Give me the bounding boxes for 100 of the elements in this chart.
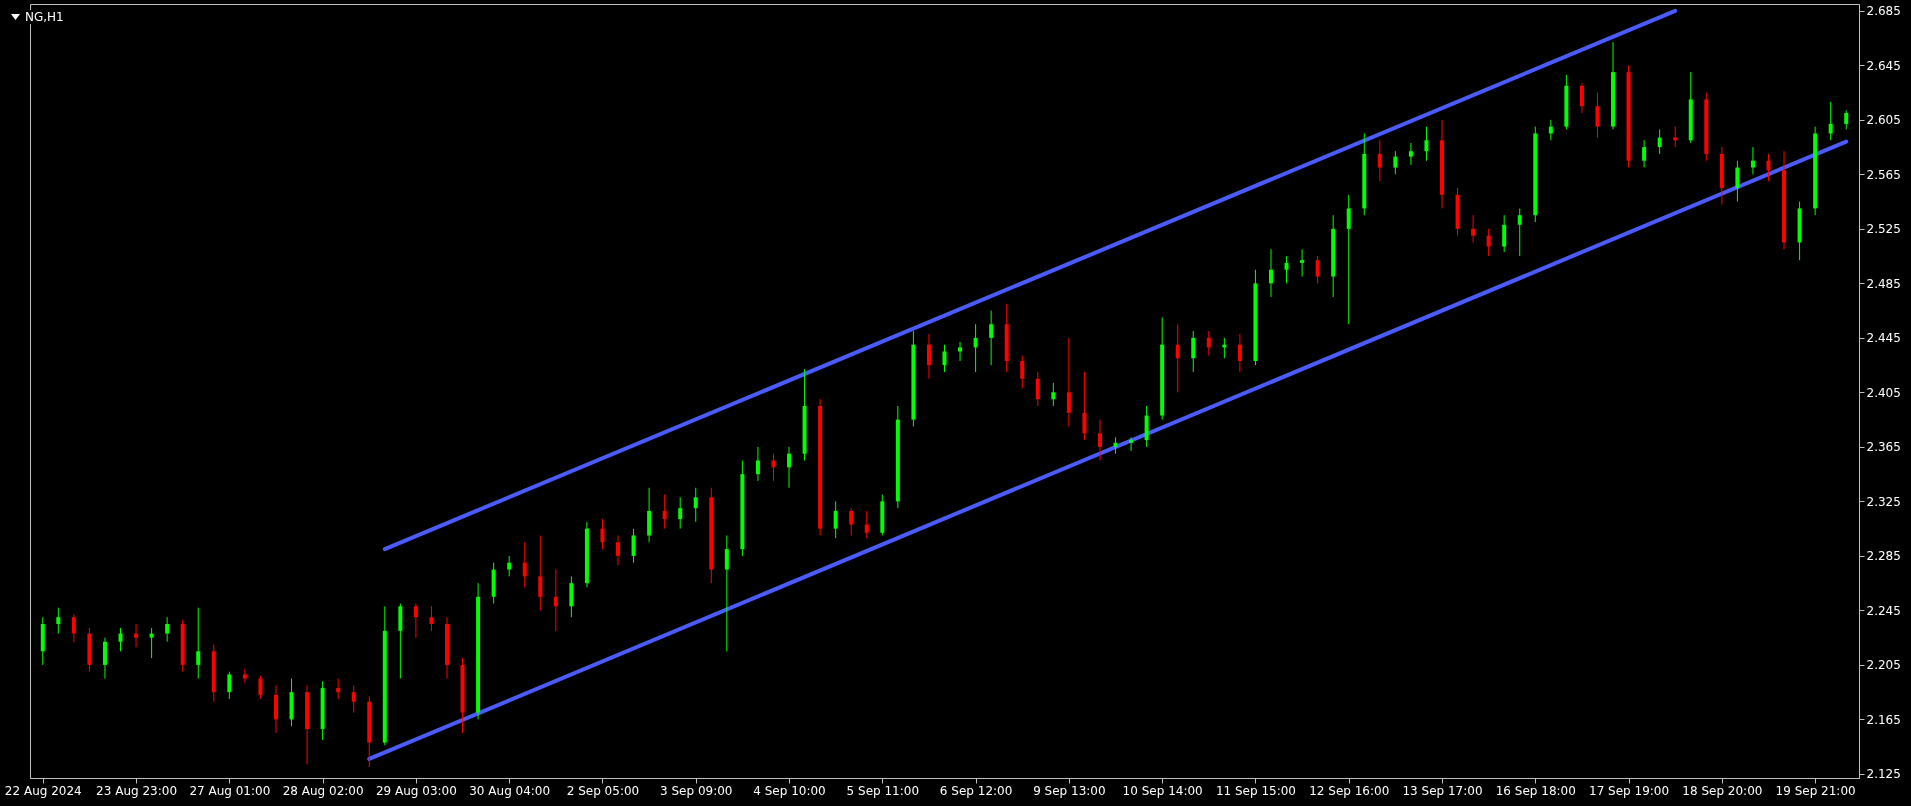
x-tick-label: 29 Aug 03:00 (375, 783, 457, 798)
candlestick (413, 603, 418, 639)
x-tick-label: 2 Sep 05:00 (566, 783, 640, 798)
candlestick (1191, 330, 1196, 373)
y-tick-label: 2.645 (1866, 58, 1901, 73)
candlestick (102, 637, 107, 680)
candlestick (1424, 126, 1429, 162)
candlestick (1129, 436, 1134, 452)
candlestick (538, 534, 543, 611)
candlestick (258, 675, 263, 700)
candlestick (227, 671, 232, 700)
candlestick (351, 684, 356, 714)
x-tick-label: 11 Sep 15:00 (1215, 783, 1296, 798)
candlestick (1315, 255, 1320, 284)
candlestick (149, 627, 154, 659)
y-tick-label: 2.325 (1866, 494, 1901, 509)
candlestick (1595, 92, 1600, 139)
candlestick (429, 605, 434, 632)
candlestick (507, 555, 512, 577)
y-tick-label: 2.445 (1866, 331, 1901, 346)
candlestick (1408, 142, 1413, 166)
y-tick-label: 2.245 (1866, 603, 1901, 618)
candlestick (616, 534, 621, 566)
candlestick (771, 453, 776, 482)
candlestick (942, 344, 947, 373)
candlestick (1844, 109, 1849, 130)
x-tick-label: 28 Aug 02:00 (282, 783, 364, 798)
candlestick (1020, 355, 1025, 389)
candlestick (1066, 337, 1071, 427)
x-tick-label: 17 Sep 19:00 (1589, 783, 1670, 798)
y-tick-label: 2.605 (1866, 113, 1901, 128)
x-tick-label: 5 Sep 11:00 (846, 783, 920, 798)
candlestick (1750, 146, 1755, 175)
candlestick (631, 528, 636, 564)
candlestick (1268, 248, 1273, 298)
candlestick (958, 341, 963, 362)
y-tick-label: 2.685 (1866, 4, 1901, 19)
candlestick (522, 541, 527, 588)
candlestick (553, 569, 558, 632)
candlestick (1175, 323, 1180, 393)
x-tick-label: 6 Sep 12:00 (939, 783, 1013, 798)
candlestick (1206, 330, 1211, 357)
x-tick-label: 4 Sep 10:00 (753, 783, 826, 798)
x-tick-label: 19 Sep 21:00 (1775, 783, 1856, 798)
candlestick (1486, 228, 1491, 257)
candlestick (724, 534, 729, 652)
x-tick-label: 22 Aug 2024 (4, 783, 82, 798)
candlestick (242, 668, 247, 684)
candlestick (1502, 214, 1507, 253)
candlestick (864, 510, 869, 539)
candlestick (569, 575, 574, 618)
candlestick (1237, 333, 1242, 373)
text: NG,H1 (25, 10, 64, 24)
candlestick (755, 446, 760, 482)
candlestick (1517, 207, 1522, 257)
candlestick (1097, 419, 1102, 461)
candlestick (1471, 214, 1476, 243)
candlestick (1657, 128, 1662, 155)
candlestick (165, 616, 170, 643)
x-tick-label: 12 Sep 16:00 (1309, 783, 1390, 798)
x-tick-label: 30 Aug 04:00 (469, 783, 551, 798)
y-tick-label: 2.365 (1866, 440, 1901, 455)
candlestick (926, 333, 931, 380)
y-tick-label: 2.125 (1866, 767, 1901, 782)
candlestick (678, 496, 683, 530)
candlestick (693, 487, 698, 523)
x-tick-label: 10 Sep 14:00 (1122, 783, 1203, 798)
x-tick-label: 13 Sep 17:00 (1402, 783, 1483, 798)
candlestick (1284, 255, 1289, 284)
y-tick-label: 2.205 (1866, 658, 1901, 673)
candlestick (989, 310, 994, 366)
candlestick (56, 607, 61, 635)
x-tick-label: 16 Sep 18:00 (1495, 783, 1576, 798)
candlestick (1082, 371, 1087, 441)
candlestick (71, 613, 76, 643)
x-tick-label: 3 Sep 09:00 (660, 783, 733, 798)
candlestick (336, 678, 341, 700)
candlestick (1579, 82, 1584, 114)
candlestick (1377, 139, 1382, 182)
candlestick (118, 627, 123, 652)
y-tick-label: 2.285 (1866, 549, 1901, 564)
candlestick (1051, 382, 1056, 407)
candlestick (134, 623, 139, 648)
candlestick (833, 500, 838, 539)
candlestick (662, 494, 667, 530)
x-tick-label: 27 Aug 01:00 (189, 783, 271, 798)
candlestick (1393, 150, 1398, 175)
y-tick-label: 2.565 (1866, 167, 1901, 182)
candlestick (849, 507, 854, 536)
candlestick (1642, 139, 1647, 169)
y-tick-label: 2.405 (1866, 385, 1901, 400)
x-tick-label: 18 Sep 20:00 (1682, 783, 1763, 798)
candlestick (1766, 153, 1771, 182)
candlestick (196, 607, 201, 680)
candlestick (1828, 101, 1833, 141)
candlestick (1735, 160, 1740, 203)
candlestick (787, 446, 792, 489)
candlestick (600, 518, 605, 550)
candlestick (1035, 371, 1040, 407)
x-tick-label: 9 Sep 13:00 (1033, 783, 1106, 798)
